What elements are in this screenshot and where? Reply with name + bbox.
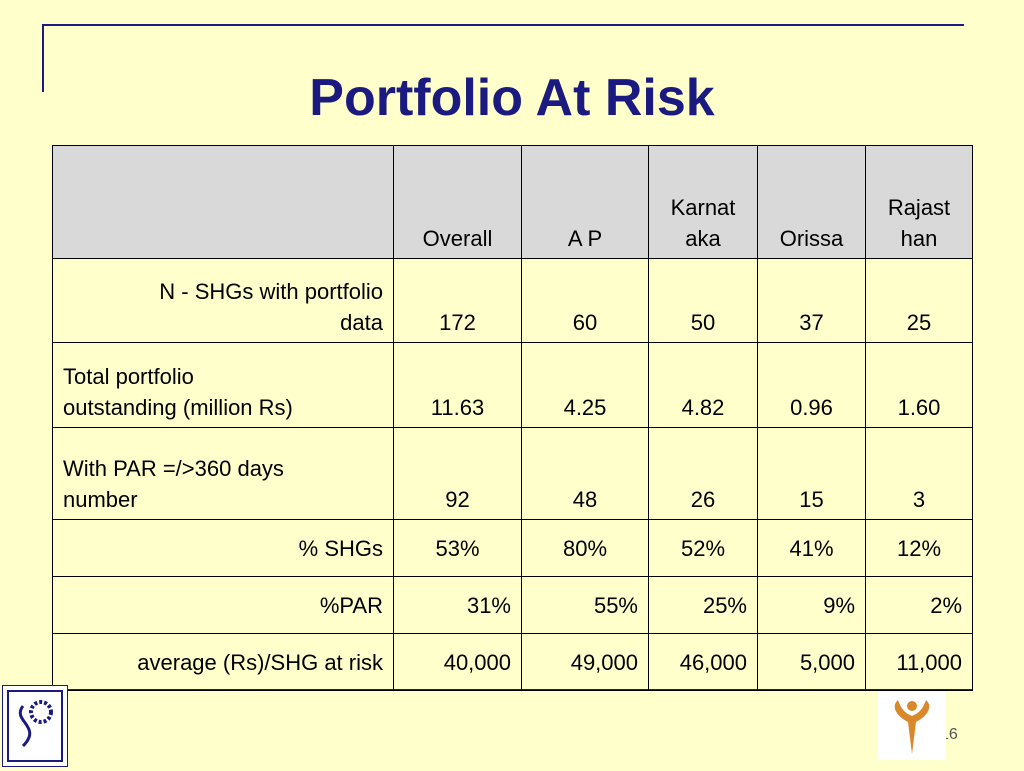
right-logo-art <box>894 700 930 754</box>
value-cell: 80% <box>521 519 649 577</box>
value-cell: 48 <box>521 427 649 520</box>
cell-line: han <box>900 226 938 251</box>
value-cell: 11.63 <box>393 342 522 428</box>
value-cell: 60 <box>521 258 649 343</box>
left-rule <box>42 24 44 92</box>
cell-line: number <box>63 487 138 512</box>
value-cell: 0.96 <box>757 342 866 428</box>
value-cell: 55% <box>521 576 649 634</box>
cell-line: average (Rs)/SHG at risk <box>137 649 383 675</box>
value-cell: 1.60 <box>865 342 973 428</box>
row-label: %PAR <box>52 576 394 634</box>
row-label: average (Rs)/SHG at risk <box>52 633 394 691</box>
header-cell: Rajast han <box>865 145 973 259</box>
value-cell: 3 <box>865 427 973 520</box>
row-label: N - SHGs with portfolio data <box>52 258 394 343</box>
value-cell: 46,000 <box>648 633 758 691</box>
cell-line: N - SHGs with portfolio <box>159 279 383 304</box>
value-cell: 9% <box>757 576 866 634</box>
value-cell: 31% <box>393 576 522 634</box>
table-row: N - SHGs with portfolio data 172 60 50 37 25 <box>52 258 973 343</box>
cell-line: A P <box>567 226 603 251</box>
table-row: average (Rs)/SHG at risk 40,000 49,000 46,0… <box>52 633 973 691</box>
slide-title: Portfolio At Risk <box>309 69 715 127</box>
cell-line: Orissa <box>779 226 844 251</box>
value-cell: 4.82 <box>648 342 758 428</box>
row-label: With PAR =/>360 days number <box>52 427 394 520</box>
table-row: %PAR 31% 55% 25% 9% 2% <box>52 576 973 634</box>
table-row: With PAR =/>360 days number 92 48 26 15 3 <box>52 427 973 520</box>
cell-line: data <box>340 310 383 335</box>
value-cell: 11,000 <box>865 633 973 691</box>
cell-line: %PAR <box>319 592 383 618</box>
cell-line: aka <box>685 226 721 251</box>
header-cell <box>52 145 394 259</box>
value-cell: 49,000 <box>521 633 649 691</box>
cell-line: Total portfolio <box>63 364 194 389</box>
header-row: Overall A P Karnat aka Orissa Rajast han <box>52 145 973 259</box>
left-logo-art <box>7 690 63 762</box>
value-cell: 15 <box>757 427 866 520</box>
left-logo <box>2 685 68 767</box>
header-cell: Orissa <box>757 145 866 259</box>
cell-line: Karnat <box>670 195 736 220</box>
value-cell: 50 <box>648 258 758 343</box>
value-cell: 172 <box>393 258 522 343</box>
cell-line: Overall <box>422 226 493 251</box>
value-cell: 52% <box>648 519 758 577</box>
cell-line: % SHGs <box>298 535 383 561</box>
data-table: Overall A P Karnat aka Orissa Rajast han N - S… <box>52 145 973 691</box>
value-cell: 37 <box>757 258 866 343</box>
header-cell: A P <box>521 145 649 259</box>
value-cell: 25% <box>648 576 758 634</box>
value-cell: 12% <box>865 519 973 577</box>
cell-line: outstanding (million Rs) <box>63 395 293 420</box>
table-row: % SHGs 53% 80% 52% 41% 12% <box>52 519 973 577</box>
value-cell: 53% <box>393 519 522 577</box>
header-cell: Karnat aka <box>648 145 758 259</box>
value-cell: 41% <box>757 519 866 577</box>
value-cell: 5,000 <box>757 633 866 691</box>
top-rule <box>42 24 964 26</box>
value-cell: 25 <box>865 258 973 343</box>
cell-line: With PAR =/>360 days <box>63 456 284 481</box>
row-label: Total portfolio outstanding (million Rs) <box>52 342 394 428</box>
value-cell: 92 <box>393 427 522 520</box>
cell-line: Rajast <box>887 195 951 220</box>
value-cell: 40,000 <box>393 633 522 691</box>
value-cell: 2% <box>865 576 973 634</box>
value-cell: 26 <box>648 427 758 520</box>
header-cell: Overall <box>393 145 522 259</box>
right-logo <box>878 692 946 760</box>
row-label: % SHGs <box>52 519 394 577</box>
table-row: Total portfolio outstanding (million Rs) 1… <box>52 342 973 428</box>
value-cell: 4.25 <box>521 342 649 428</box>
